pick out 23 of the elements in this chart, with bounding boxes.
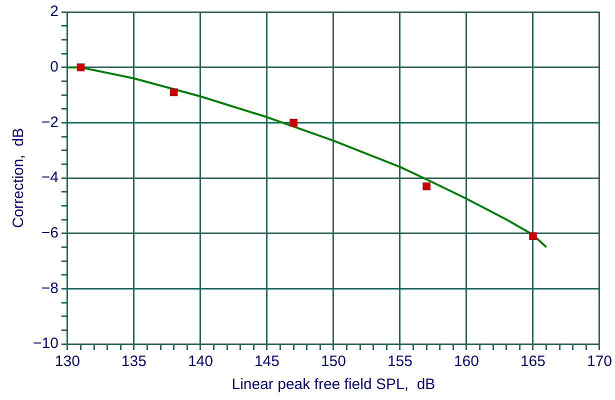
point (170, 88, 178, 96)
y-tick-label: −10 (32, 335, 58, 352)
x-tick-label: 160 (454, 353, 479, 370)
x-tick-label: 145 (254, 353, 280, 370)
point (529, 232, 537, 240)
x-tick-label: 130 (54, 353, 80, 370)
x-tick-label: 140 (188, 353, 213, 370)
y-tick-label: −6 (41, 224, 58, 242)
x-tick-label: 150 (320, 353, 346, 370)
x-tick-label: 165 (520, 353, 546, 370)
point (76, 63, 85, 72)
x-tick-label: 135 (121, 353, 146, 370)
y-tick-label: 2 (50, 3, 58, 20)
x-tick-label: 155 (387, 353, 412, 370)
x-tick-label: 170 (586, 353, 612, 370)
x-axis-title: Linear peak free field SPL, dB (232, 376, 436, 394)
point (422, 182, 430, 190)
y-axis-title: Correction, dB (10, 128, 28, 228)
y-tick-label: −2 (41, 114, 58, 131)
y-tick-label: 0 (50, 58, 58, 76)
y-tick-label: −4 (41, 169, 58, 186)
point (290, 118, 298, 127)
y-tick-label: −8 (41, 280, 58, 297)
